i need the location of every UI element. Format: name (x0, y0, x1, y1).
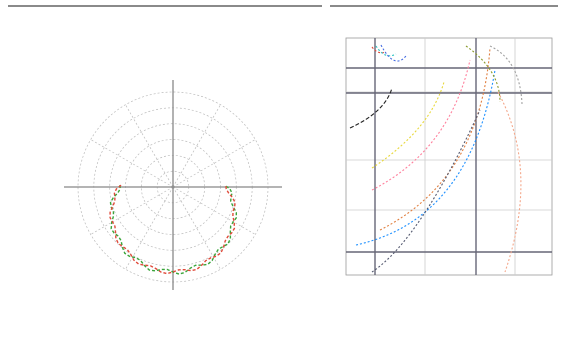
polar-series-red (109, 184, 236, 275)
right-top-rule (330, 5, 558, 7)
line-series-curve (465, 45, 501, 103)
line-series-curve (489, 45, 523, 105)
line-series-curve (375, 45, 397, 57)
left-top-rule (8, 5, 322, 7)
line-series-curve (371, 81, 445, 169)
line-series-curve (371, 59, 471, 191)
line-series-curve (380, 44, 407, 62)
line-chart-frame (345, 37, 553, 276)
line-series-curve (371, 46, 387, 54)
polar-series-green (109, 184, 238, 275)
line-series-curve (497, 91, 522, 273)
line-series-curve (355, 69, 496, 246)
line-series-curve (349, 87, 393, 129)
line-series-curve (371, 109, 481, 273)
